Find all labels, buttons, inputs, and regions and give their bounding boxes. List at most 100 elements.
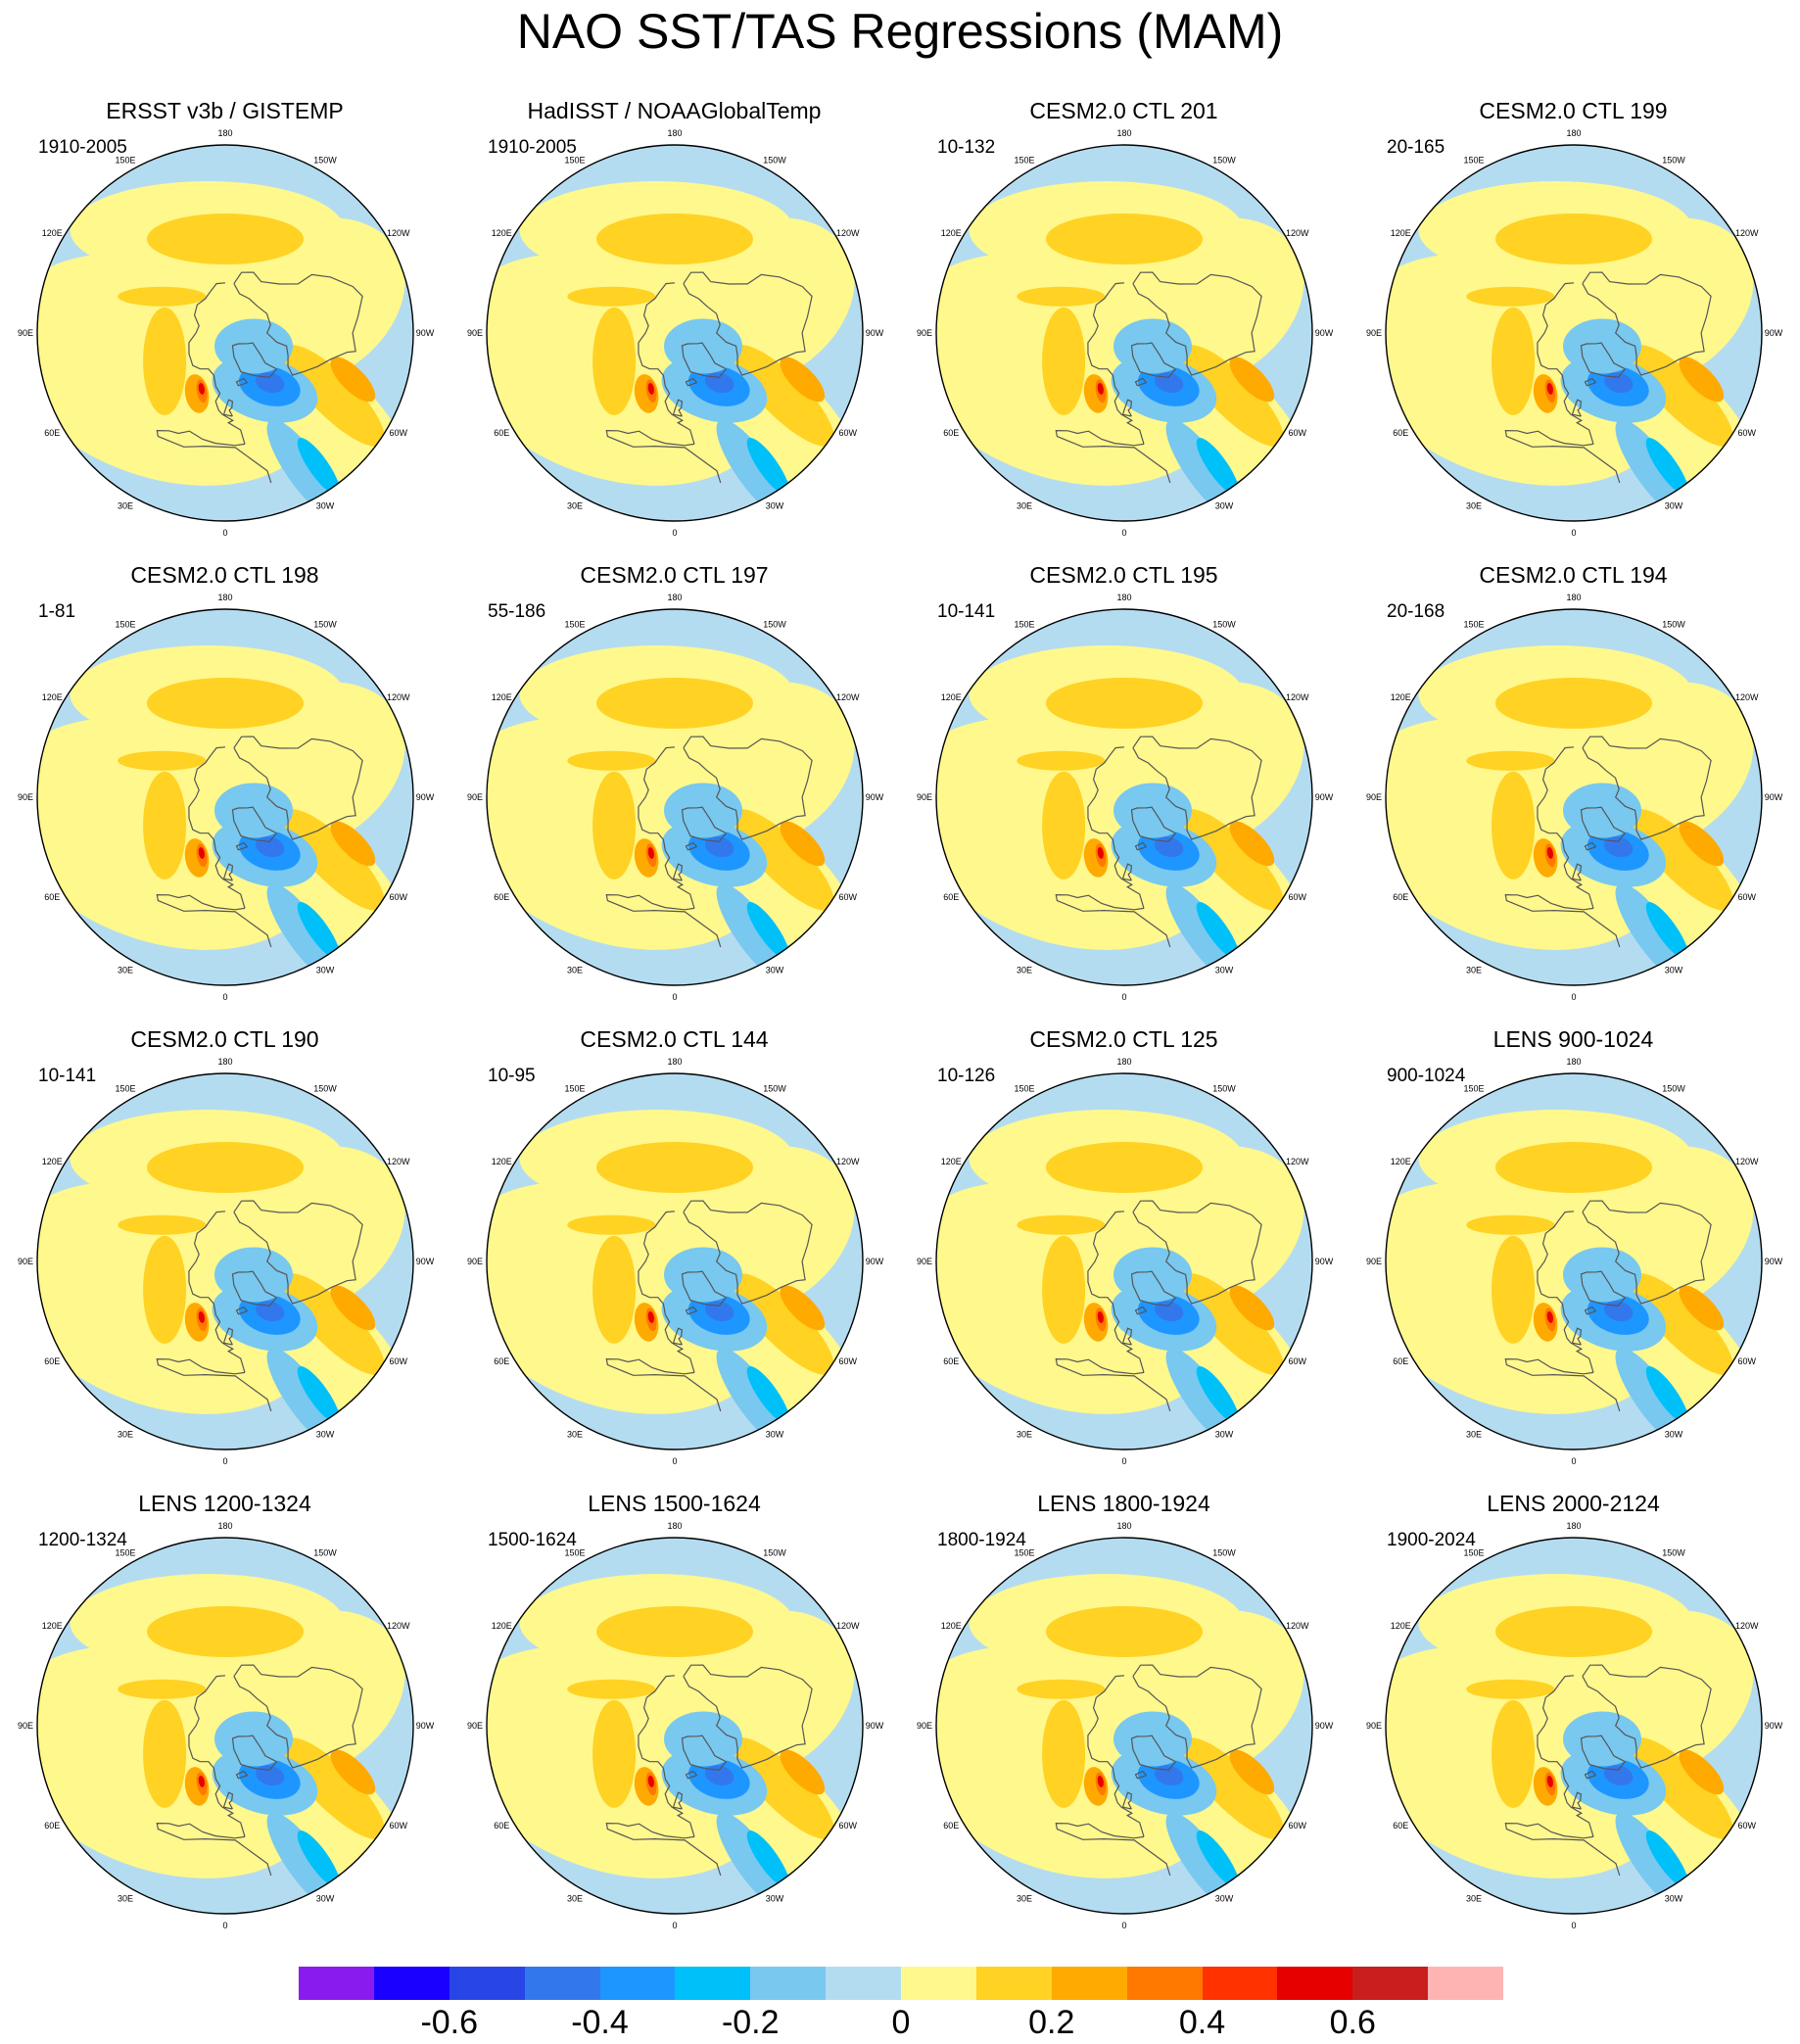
longitude-label: 60W [1288, 1356, 1306, 1366]
longitude-label: 60E [494, 428, 509, 438]
anomaly-north-pacific [1046, 1142, 1203, 1193]
longitude-label: 150W [763, 619, 786, 629]
anomaly-siberia [592, 307, 637, 415]
panel-title: CESM2.0 CTL 144 [580, 1026, 769, 1052]
anomaly-tropical-atlantic-core [1645, 902, 1689, 960]
panel-title: CESM2.0 CTL 195 [1029, 562, 1218, 588]
longitude-label: 180 [667, 593, 682, 602]
coastline [188, 746, 246, 909]
anomaly-siberia [1042, 771, 1086, 879]
anomaly-scandinavia-peak [198, 1310, 205, 1323]
anomaly-subpolar-peak [1603, 372, 1634, 394]
panel-title: LENS 1500-1624 [588, 1491, 761, 1516]
colorbar-swatch [373, 1967, 450, 2000]
panel-years: 10-132 [937, 137, 996, 158]
anomaly-canadian-arctic [214, 1247, 293, 1303]
coastline [1580, 1735, 1626, 1771]
anomaly-east-siberia [1017, 286, 1106, 307]
longitude-label: 60E [44, 428, 60, 438]
coastline [1580, 1270, 1626, 1307]
coastline [233, 736, 363, 840]
panel-years: 1800-1924 [937, 1530, 1026, 1550]
longitude-label: 90W [1315, 1721, 1334, 1731]
map-panel: CESM2.0 CTL 190 180 150W 150E 120W 120E 90W 90E… [0, 928, 450, 1466]
longitude-label: 60E [494, 892, 509, 902]
anomaly-tropical-atlantic-core [746, 1830, 790, 1888]
longitude-label: 150W [763, 1083, 786, 1093]
coastline [1087, 1675, 1145, 1837]
anomaly-north-pacific [147, 1142, 304, 1193]
anomaly-subpolar-peak [1154, 836, 1184, 858]
panel-title: CESM2.0 CTL 198 [130, 562, 319, 588]
longitude-label: 60E [44, 1356, 60, 1366]
anomaly-siberia [1042, 1235, 1086, 1344]
longitude-label: 150W [313, 1083, 337, 1093]
anomaly-tropical-atlantic [1615, 883, 1689, 982]
coastline [683, 736, 813, 840]
longitude-label: 150W [1662, 619, 1685, 629]
anomaly-subpolar-peak [704, 372, 734, 394]
coastline [188, 1211, 246, 1373]
coastline [1130, 1735, 1176, 1771]
map-border [486, 608, 864, 986]
anomaly-east-siberia [567, 1679, 656, 1699]
longitude-label: 120E [1391, 1621, 1411, 1631]
longitude-label: 180 [667, 1057, 682, 1067]
panel-years: 1910-2005 [38, 137, 127, 158]
longitude-label: 120E [42, 1157, 63, 1166]
anomaly-east-siberia [567, 286, 656, 307]
longitude-label: 0 [222, 992, 227, 1002]
longitude-label: 150W [1662, 155, 1685, 165]
longitude-label: 180 [217, 1521, 232, 1531]
coastline [1055, 1822, 1171, 1877]
polar-map: 180 150W 150E 120W 120E 90W 90E 60W 60E 30W 30E 0 [18, 593, 435, 1002]
longitude-label: 120E [941, 1621, 962, 1631]
longitude-label: 90E [18, 328, 33, 338]
map-panel: CESM2.0 CTL 125 180 150W 150E 120W 120E 90W 90E… [899, 928, 1349, 1466]
map-panel: CESM2.0 CTL 194 180 150W 150E 120W 120E 90W 90E… [1349, 464, 1798, 1002]
anomaly-core-atlantic [330, 1285, 376, 1331]
panel-years: 10-141 [937, 601, 996, 622]
longitude-label: 90W [866, 328, 884, 338]
anomaly-canadian-arctic [214, 783, 293, 838]
longitude-label: 150E [115, 155, 135, 165]
panel-title: CESM2.0 CTL 190 [130, 1026, 319, 1052]
coastline [188, 282, 246, 445]
coastline [1132, 1200, 1262, 1305]
anomaly-east-siberia [118, 750, 207, 771]
anomaly-north-pacific [1046, 214, 1203, 264]
longitude-label: 90W [1315, 1257, 1334, 1266]
anomaly-siberia [1042, 1699, 1086, 1808]
anomaly-siberia [592, 1235, 637, 1344]
longitude-label: 150E [564, 1083, 585, 1093]
anomaly-east-siberia [118, 286, 207, 307]
longitude-label: 30E [118, 966, 133, 975]
anomaly-tropical-atlantic [1165, 419, 1240, 518]
anomaly-tropical-atlantic [266, 419, 341, 518]
longitude-label: 0 [1571, 528, 1576, 538]
coastline [672, 1791, 684, 1810]
anomaly-core-atlantic [330, 357, 376, 403]
map-border [486, 144, 864, 522]
longitude-label: 60E [943, 1356, 959, 1366]
anomaly-east-siberia [567, 750, 656, 771]
coastline [1130, 806, 1176, 842]
longitude-label: 90E [1366, 1721, 1382, 1731]
longitude-label: 150E [115, 1083, 135, 1093]
panel-title: HadISST / NOAAGlobalTemp [527, 98, 822, 123]
coastline [672, 1327, 684, 1346]
anomaly-siberia [592, 771, 637, 879]
polar-map: 180 150W 150E 120W 120E 90W 90E 60W 60E 30W 30E 0 [1366, 128, 1783, 538]
anomaly-east-siberia [1466, 286, 1555, 307]
map-field [936, 1538, 1312, 1914]
panel-title: CESM2.0 CTL 201 [1029, 98, 1218, 123]
coastline [1087, 1211, 1145, 1373]
longitude-label: 90W [866, 1721, 884, 1731]
longitude-label: 90W [1765, 1721, 1783, 1731]
panel-years: 1200-1324 [38, 1530, 127, 1550]
longitude-label: 150W [313, 1547, 337, 1557]
anomaly-east-siberia [1017, 750, 1106, 771]
longitude-label: 30E [567, 1894, 583, 1904]
anomaly-core-atlantic [1229, 1285, 1275, 1331]
longitude-label: 120W [1286, 1621, 1309, 1631]
